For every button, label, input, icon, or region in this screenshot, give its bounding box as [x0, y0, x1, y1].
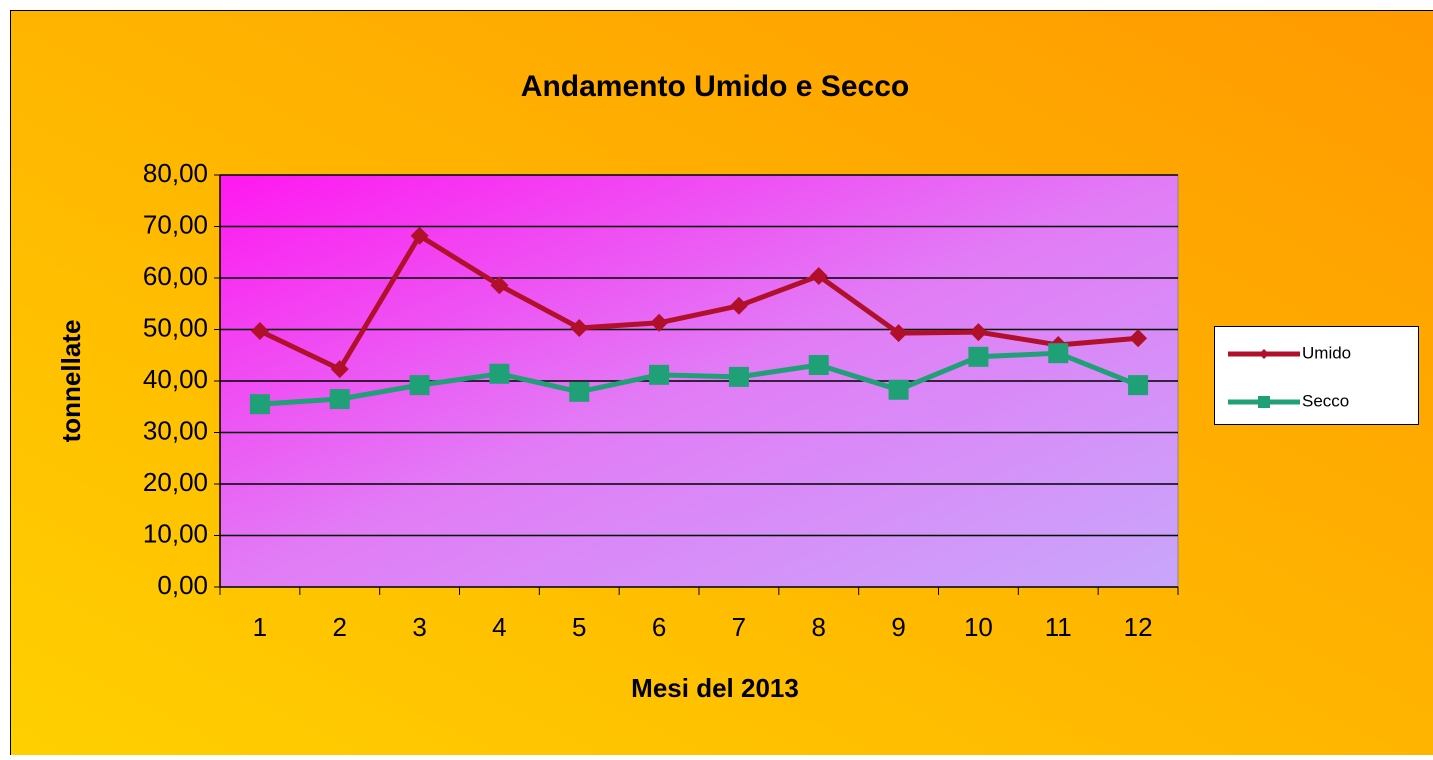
y-tick-label: 10,00 — [143, 518, 208, 548]
x-tick-label: 9 — [891, 612, 905, 642]
marker — [1128, 375, 1148, 395]
x-tick-label: 12 — [1124, 612, 1153, 642]
x-tick-label: 1 — [253, 612, 267, 642]
marker — [889, 380, 909, 400]
legend-label: Umido — [1302, 343, 1351, 362]
x-tick-label: 10 — [964, 612, 993, 642]
legend-marker — [1258, 396, 1270, 408]
y-axis-label: tonnellate — [56, 320, 86, 443]
x-tick-label: 5 — [572, 612, 586, 642]
y-tick-label: 0,00 — [157, 570, 208, 600]
marker — [410, 375, 430, 395]
marker — [330, 389, 350, 409]
x-axis-label: Mesi del 2013 — [631, 673, 799, 703]
x-tick-label: 11 — [1045, 612, 1072, 642]
marker — [250, 394, 270, 414]
x-tick-label: 6 — [652, 612, 666, 642]
x-tick-label: 2 — [333, 612, 347, 642]
marker — [1048, 343, 1068, 363]
x-tick-label: 8 — [812, 612, 826, 642]
x-tick-label: 7 — [732, 612, 746, 642]
chart-title: Andamento Umido e Secco — [521, 70, 909, 103]
y-tick-label: 70,00 — [143, 209, 208, 239]
marker — [649, 365, 669, 385]
y-tick-label: 20,00 — [143, 467, 208, 497]
marker — [569, 382, 589, 402]
y-tick-label: 80,00 — [143, 158, 208, 188]
y-tick-label: 60,00 — [143, 261, 208, 291]
marker — [968, 347, 988, 367]
marker — [729, 367, 749, 387]
y-tick-label: 50,00 — [143, 312, 208, 342]
marker — [809, 355, 829, 375]
x-tick-label: 3 — [412, 612, 426, 642]
marker — [489, 364, 509, 384]
y-tick-label: 30,00 — [143, 415, 208, 445]
x-tick-label: 4 — [492, 612, 506, 642]
legend-label: Secco — [1302, 391, 1349, 410]
y-tick-label: 40,00 — [143, 364, 208, 394]
